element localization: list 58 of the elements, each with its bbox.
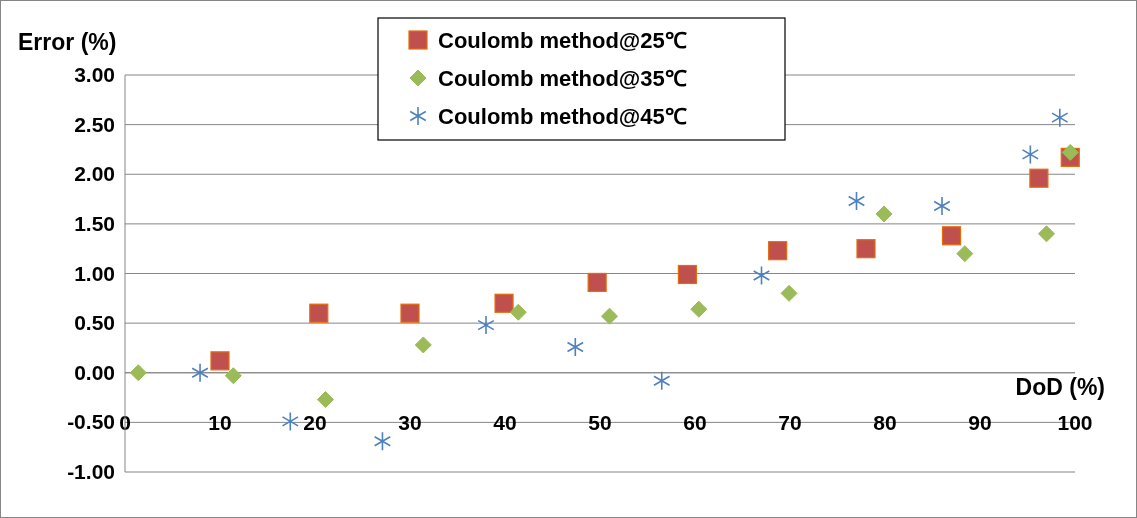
point	[677, 264, 697, 285]
point	[752, 265, 771, 286]
point	[494, 293, 514, 313]
legend-label: Coulomb method@25℃	[438, 28, 687, 53]
y-tick-label: 2.00	[74, 162, 115, 186]
y-tick-label: 0.00	[74, 360, 115, 384]
x-tick-label: 0	[119, 410, 131, 434]
point	[780, 284, 798, 302]
point	[400, 303, 420, 323]
point	[1051, 107, 1069, 128]
y-tick-label: 2.50	[74, 112, 115, 136]
point	[768, 241, 788, 261]
y-tick-label: -1.00	[67, 460, 115, 483]
point	[281, 411, 299, 432]
point	[956, 245, 974, 263]
point	[856, 239, 876, 259]
point	[414, 336, 432, 354]
point	[210, 351, 230, 371]
x-tick-label: 80	[873, 410, 897, 434]
point	[566, 337, 584, 357]
point	[309, 303, 329, 323]
point	[653, 370, 671, 391]
legend-label: Coulomb method@35℃	[438, 66, 687, 91]
point	[1061, 143, 1079, 161]
point	[941, 226, 962, 246]
x-tick-label: 40	[493, 410, 517, 434]
point	[509, 303, 527, 321]
point	[1029, 168, 1049, 188]
point	[690, 300, 708, 318]
x-tick-label: 20	[303, 410, 327, 434]
legend-label: Coulomb method@45℃	[438, 104, 687, 129]
point	[224, 367, 242, 385]
point	[316, 391, 334, 409]
y-tick-label: -0.50	[67, 410, 115, 434]
y-tick-label: 3.00	[74, 63, 115, 86]
point	[587, 272, 607, 293]
x-tick-label: 60	[683, 410, 707, 434]
x-tick-label: 90	[968, 410, 992, 434]
point	[129, 364, 147, 382]
y-tick-label: 0.50	[74, 311, 115, 335]
x-tick-label: 10	[208, 410, 232, 434]
point	[477, 315, 495, 335]
point	[933, 196, 951, 216]
x-tick-label: 50	[588, 410, 612, 434]
point	[191, 362, 209, 383]
point	[875, 205, 893, 223]
x-tick-label: 70	[778, 410, 802, 434]
x-tick-label: 30	[398, 410, 422, 434]
y-tick-label: 1.00	[74, 261, 115, 285]
point	[373, 431, 392, 452]
point	[601, 307, 618, 325]
point	[847, 191, 866, 211]
y-axis-title: Error (%)	[18, 29, 117, 55]
point	[1038, 225, 1055, 243]
x-tick-label: 100	[1057, 410, 1093, 434]
x-axis-title: DoD (%)	[1015, 373, 1105, 400]
point	[1021, 144, 1039, 165]
y-tick-label: 1.50	[74, 211, 115, 235]
